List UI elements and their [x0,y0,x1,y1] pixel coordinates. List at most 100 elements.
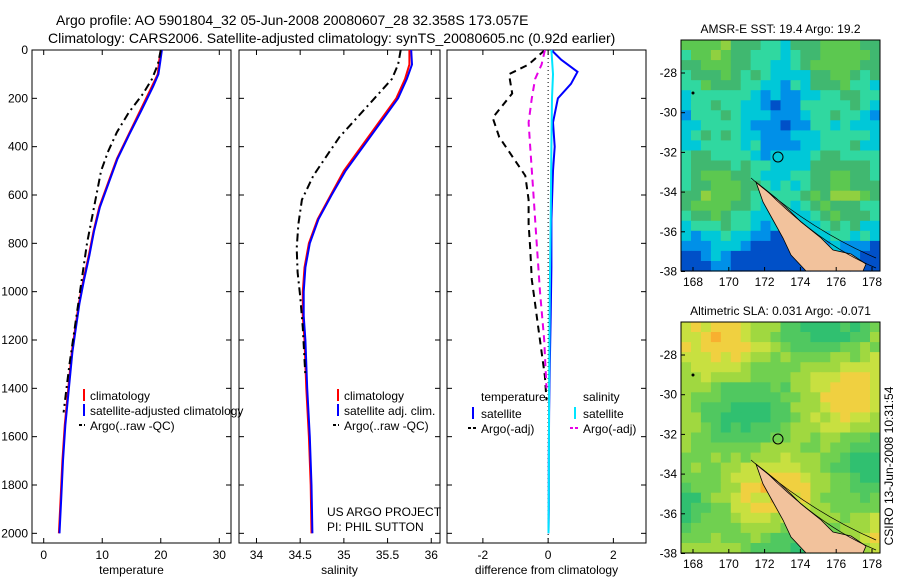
map-cell [770,250,781,262]
map-cell [700,362,712,373]
map-cell [830,332,841,343]
coastline-contour [765,189,877,269]
map-cell [790,130,801,141]
map-cell [681,412,692,423]
map-cell [750,261,762,272]
map-cell [840,130,851,141]
map-cell [691,210,702,222]
temp-series-satellite-adjusted-climatology [58,49,163,534]
map-cell [830,442,841,454]
map-cell [870,140,881,151]
map-cell [840,342,851,353]
map-cell [691,180,702,192]
map-cell [681,352,692,363]
map-cell [730,522,742,534]
map-xtick-label: 170 [719,275,739,289]
map-cell [710,140,722,151]
map-cell [750,160,762,172]
map-cell [681,90,692,101]
map-cell [810,200,821,212]
map-cell [840,322,851,333]
map-cell [870,60,881,71]
map-cell [860,190,871,202]
map-cell [850,522,861,534]
map-cell [681,120,692,131]
map-cell [740,362,752,373]
map-cell [790,472,801,484]
map-cell [780,90,791,101]
map-cell [720,200,732,212]
map-cell [691,200,702,212]
map-cell [720,40,732,51]
map-cell [740,502,752,514]
map-cell [770,352,781,363]
map-cell [810,80,821,91]
map-cell [730,230,742,242]
map-cell [810,60,821,71]
map-cell [830,40,841,51]
map-cell [691,382,702,393]
map-cell [770,90,781,101]
map-cell [860,210,871,222]
map-cell [710,40,722,51]
map-cell [700,180,712,192]
map-cell [850,512,861,524]
map-cell [850,90,861,101]
map-cell [830,50,841,61]
map-cell [740,402,752,413]
map-cell [800,100,811,111]
map-cell [850,150,861,162]
map-cell [760,342,772,353]
map-cell [870,40,881,51]
map-cell [710,543,722,554]
map-cell [730,512,742,524]
map-cell [681,392,692,403]
map-cell [820,372,831,383]
map-cell [860,392,871,403]
map-cell [750,110,762,121]
map-cell [730,472,742,484]
map-cell [710,392,722,403]
map-cell [830,342,841,353]
map-cell [770,462,781,474]
map-cell [860,452,871,464]
map-cell [681,180,692,192]
map-cell [770,392,781,403]
map-cell [730,130,742,141]
map-cell [850,110,861,121]
map-title: Altimetric SLA: 0.031 Argo: -0.071 [690,304,871,318]
sal-series-satellite-adj-clim- [302,49,414,534]
map-frame [680,321,881,554]
map-cell [810,180,821,192]
map-cell [820,412,831,423]
map-cell [681,532,692,544]
map-cell [710,502,722,514]
ytick-label: 200 [8,91,28,105]
map-cell [780,412,791,423]
map-cell [790,432,801,444]
map-cell [760,532,772,544]
map-cell [740,522,752,534]
map-cell [750,140,762,151]
map-xtick-label: 174 [790,275,810,289]
map-cell [691,150,702,162]
map-cell [870,170,881,182]
map-cell [681,60,692,71]
map-cell [681,342,692,353]
map-cell [810,120,821,131]
map-cell [750,210,762,222]
map-cell [700,100,712,111]
map-cell [800,120,811,131]
map-cell [830,60,841,71]
map-cell [710,532,722,544]
map-cell [810,422,821,433]
map-cell [870,412,881,423]
ytick-label: 400 [8,140,28,154]
ytick-label: 1200 [1,333,28,347]
map-cell [770,502,781,514]
map-cell [691,372,702,383]
map-cell [710,220,722,232]
map-cell [700,342,712,353]
map-cell [810,472,821,484]
map-cell [860,332,871,343]
